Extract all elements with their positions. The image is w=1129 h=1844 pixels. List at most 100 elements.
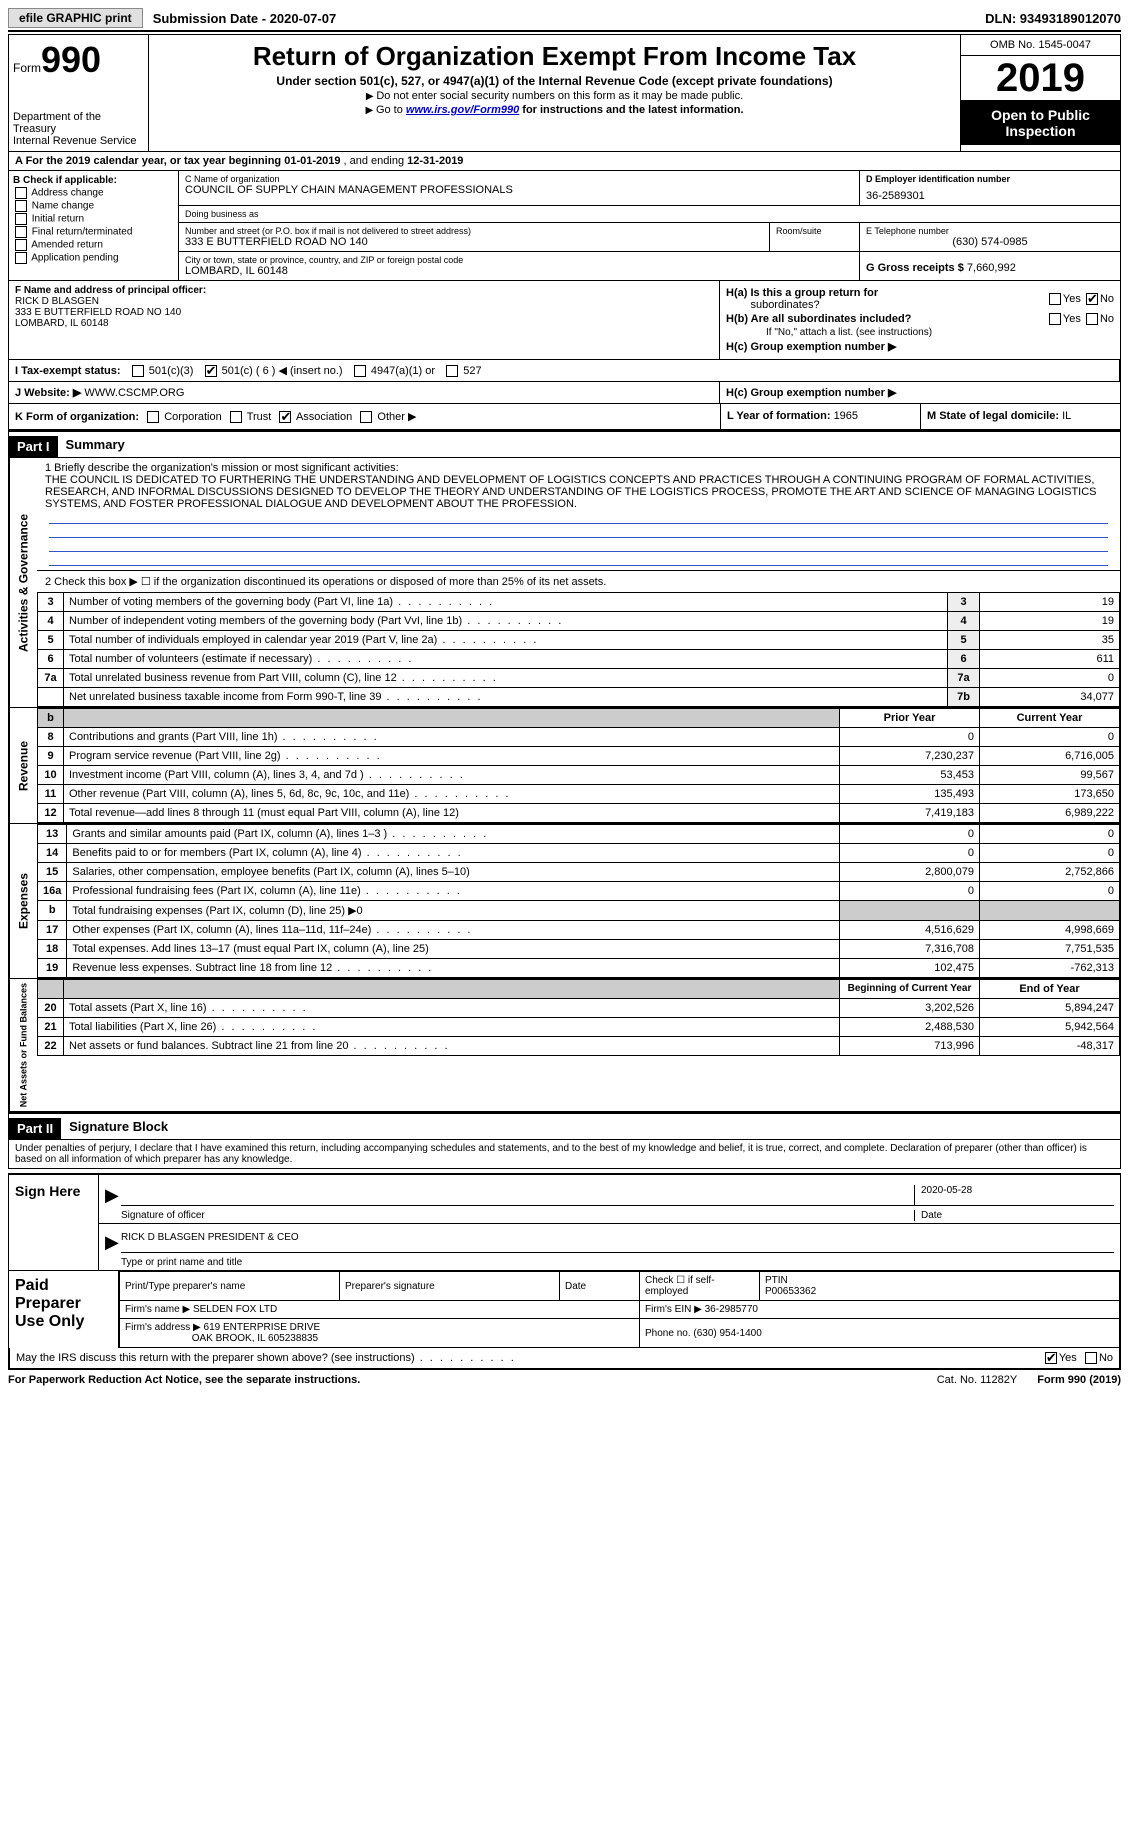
e-label: E Telephone number (866, 226, 1114, 236)
chk-address-change[interactable]: Address change (13, 187, 174, 199)
net-side-label: Net Assets or Fund Balances (9, 979, 37, 1111)
g-label: G Gross receipts $ (866, 262, 967, 274)
hb-no[interactable] (1086, 313, 1098, 325)
dept-treasury: Department of the Treasury (13, 111, 144, 135)
firm-name: SELDEN FOX LTD (193, 1304, 277, 1315)
ha-yes[interactable] (1049, 293, 1061, 305)
firm-addr1: 619 ENTERPRISE DRIVE (204, 1322, 321, 1333)
hc-label: H(c) Group exemption number ▶ (726, 340, 896, 353)
may-no[interactable] (1085, 1352, 1097, 1364)
sig-arrow2-icon: ▶ (105, 1232, 121, 1253)
k-other[interactable] (360, 411, 372, 423)
gov-section: Activities & Governance 1 Briefly descri… (8, 458, 1121, 708)
hb-yes[interactable] (1049, 313, 1061, 325)
chk-initial-return[interactable]: Initial return (13, 213, 174, 225)
form-footer: Form 990 (2019) (1037, 1374, 1121, 1386)
header-mid: Return of Organization Exempt From Incom… (149, 35, 960, 151)
form-subtitle: Under section 501(c), 527, or 4947(a)(1)… (157, 74, 952, 88)
header-right: OMB No. 1545-0047 2019 Open to PublicIns… (960, 35, 1120, 151)
exp-side-label: Expenses (9, 824, 37, 978)
website: WWW.CSCMP.ORG (81, 387, 184, 399)
gov-side-label: Activities & Governance (9, 458, 37, 707)
may-question: May the IRS discuss this return with the… (16, 1352, 1043, 1364)
v3: 19 (980, 593, 1120, 612)
sig-arrow-icon: ▶ (105, 1185, 121, 1206)
part1-title: Summary (58, 434, 133, 455)
paperwork-notice: For Paperwork Reduction Act Notice, see … (8, 1374, 917, 1386)
net-table: Beginning of Current YearEnd of Year 20T… (37, 979, 1120, 1056)
sigoff-label: Signature of officer (121, 1210, 914, 1221)
fh-row: F Name and address of principal officer:… (8, 281, 1121, 360)
city: LOMBARD, IL 60148 (185, 265, 853, 277)
officer-addr2: LOMBARD, IL 60148 (15, 318, 109, 329)
v7b: 34,077 (980, 688, 1120, 707)
col-cdefg: C Name of organization COUNCIL OF SUPPLY… (179, 171, 1120, 280)
part1-tag: Part I (9, 436, 58, 457)
i-527[interactable] (446, 365, 458, 377)
col-b-checkboxes: B Check if applicable: Address change Na… (9, 171, 179, 280)
i-row: I Tax-exempt status: 501(c)(3) 501(c) ( … (8, 360, 1121, 382)
k-corp[interactable] (147, 411, 159, 423)
exp-table: 13Grants and similar amounts paid (Part … (37, 824, 1120, 978)
org-name: COUNCIL OF SUPPLY CHAIN MANAGEMENT PROFE… (185, 184, 853, 196)
nametype-label: Type or print name and title (121, 1257, 1114, 1268)
street-label: Number and street (or P.O. box if mail i… (185, 226, 763, 236)
open-to-public: Open to PublicInspection (961, 101, 1120, 145)
firm-addr2: OAK BROOK, IL 605238835 (192, 1333, 318, 1344)
goto-note: Go to www.irs.gov/Form990 for instructio… (157, 104, 952, 116)
top-bar: efile GRAPHIC print Submission Date - 20… (8, 8, 1121, 28)
gross-receipts: 7,660,992 (967, 262, 1016, 274)
k-assoc[interactable] (279, 411, 291, 423)
chk-amended-return[interactable]: Amended return (13, 239, 174, 251)
paid-preparer-label: Paid Preparer Use Only (9, 1271, 119, 1348)
city-label: City or town, state or province, country… (185, 255, 853, 265)
year-formation: 1965 (834, 410, 858, 422)
hc-inline: H(c) Group exemption number ▶ (726, 387, 896, 399)
v4: 19 (980, 612, 1120, 631)
telephone: (630) 574-0985 (866, 236, 1114, 248)
submission-date: Submission Date - 2020-07-07 (147, 11, 337, 26)
i-501c[interactable] (205, 365, 217, 377)
ha-no[interactable] (1086, 293, 1098, 305)
dba-label: Doing business as (179, 206, 1120, 223)
sign-here-label: Sign Here (9, 1175, 99, 1270)
irs-link[interactable]: www.irs.gov/Form990 (406, 104, 519, 116)
line2: 2 Check this box ▶ ☐ if the organization… (37, 570, 1120, 592)
klm-row: K Form of organization: Corporation Trus… (8, 404, 1121, 430)
chk-final-return[interactable]: Final return/terminated (13, 226, 174, 238)
v7a: 0 (980, 669, 1120, 688)
chk-name-change[interactable]: Name change (13, 200, 174, 212)
sign-here-block: Sign Here ▶ 2020-05-28 Signature of offi… (8, 1173, 1121, 1370)
part2-tag: Part II (9, 1118, 61, 1139)
ptin: P00653362 (765, 1286, 816, 1297)
sig-date: 2020-05-28 (914, 1185, 1114, 1206)
officer-name: RICK D BLASGEN (15, 296, 99, 307)
firm-phone: (630) 954-1400 (693, 1328, 761, 1339)
may-discuss-row: May the IRS discuss this return with the… (9, 1348, 1120, 1369)
chk-application-pending[interactable]: Application pending (13, 252, 174, 264)
entity-section: B Check if applicable: Address change Na… (8, 171, 1121, 281)
v6: 611 (980, 650, 1120, 669)
form-header: Form990 Department of the Treasury Inter… (8, 34, 1121, 152)
i-501c3[interactable] (132, 365, 144, 377)
i-4947[interactable] (354, 365, 366, 377)
header-left: Form990 Department of the Treasury Inter… (9, 35, 149, 151)
v5: 35 (980, 631, 1120, 650)
efile-print-button[interactable]: efile GRAPHIC print (8, 8, 143, 28)
mission-text: THE COUNCIL IS DEDICATED TO FURTHERING T… (45, 474, 1112, 510)
footer: For Paperwork Reduction Act Notice, see … (8, 1374, 1121, 1386)
room-label: Room/suite (770, 223, 860, 251)
tax-year: 2019 (961, 56, 1120, 101)
date-label: Date (914, 1210, 1114, 1221)
form-title: Return of Organization Exempt From Incom… (157, 41, 952, 72)
k-trust[interactable] (230, 411, 242, 423)
c-label: C Name of organization (185, 174, 853, 184)
dln: DLN: 93493189012070 (985, 11, 1121, 26)
paid-preparer-block: Paid Preparer Use Only Print/Type prepar… (9, 1270, 1120, 1348)
may-yes[interactable] (1045, 1352, 1057, 1364)
prep-table: Print/Type preparer's name Preparer's si… (119, 1271, 1120, 1348)
ein: 36-2589301 (866, 190, 1114, 202)
perjury-text: Under penalties of perjury, I declare th… (8, 1140, 1121, 1169)
officer-sig-name: RICK D BLASGEN PRESIDENT & CEO (121, 1232, 1114, 1253)
irs-label: Internal Revenue Service (13, 135, 144, 147)
